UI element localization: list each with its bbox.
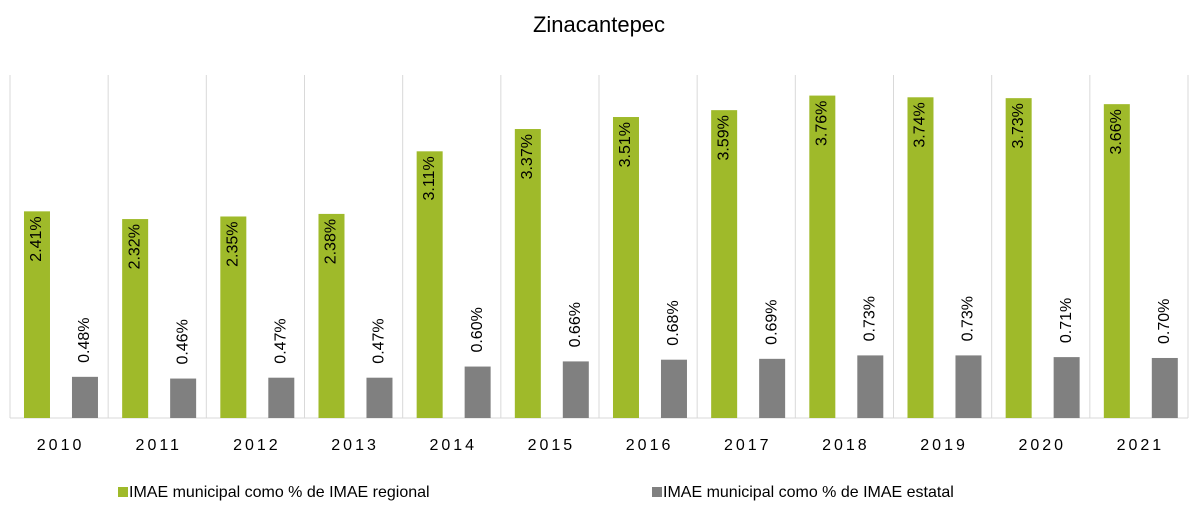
bar	[809, 95, 836, 418]
x-tick-label: 2013	[331, 437, 379, 454]
bar	[1151, 357, 1178, 418]
bar	[23, 211, 50, 418]
data-label: 0.69%	[763, 299, 780, 344]
data-label: 3.11%	[421, 156, 438, 200]
x-tick-label: 2014	[429, 437, 477, 454]
data-label: 3.76%	[814, 101, 831, 146]
legend-label: IMAE municipal como % de IMAE regional	[129, 484, 430, 501]
x-tick-label: 2020	[1018, 437, 1066, 454]
x-tick-label: 2018	[822, 437, 870, 454]
bar	[122, 219, 149, 418]
bar	[612, 117, 639, 418]
data-label: 0.70%	[1156, 299, 1173, 344]
data-label: 3.66%	[1108, 109, 1125, 154]
x-tick-label: 2017	[724, 437, 772, 454]
bar	[759, 358, 786, 418]
x-tick-label: 2015	[528, 437, 576, 454]
data-label: 0.48%	[76, 317, 93, 362]
bar	[366, 377, 393, 418]
bar	[660, 359, 687, 418]
x-tick-label: 2010	[37, 437, 85, 454]
bar	[318, 213, 345, 418]
data-label: 0.73%	[960, 296, 977, 341]
bar	[220, 216, 247, 418]
bar	[955, 355, 982, 418]
legend-swatch	[652, 487, 662, 497]
bar	[857, 355, 884, 418]
bar	[562, 361, 589, 418]
bar	[1053, 357, 1080, 418]
data-label: 0.46%	[174, 319, 191, 364]
bar	[268, 377, 295, 418]
data-label: 3.73%	[1010, 103, 1027, 148]
chart-title: Zinacantepec	[533, 12, 665, 37]
data-label: 0.60%	[469, 307, 486, 352]
data-label: 0.73%	[862, 296, 879, 341]
bar	[1103, 104, 1130, 418]
bar	[1005, 98, 1032, 418]
data-label: 2.32%	[126, 224, 143, 269]
bar	[416, 151, 443, 418]
bar	[464, 366, 491, 418]
data-label: 0.71%	[1058, 298, 1075, 343]
bar	[514, 129, 541, 418]
data-label: 2.41%	[28, 216, 45, 261]
data-label: 3.37%	[519, 134, 536, 179]
x-tick-label: 2012	[233, 437, 281, 454]
data-label: 0.47%	[371, 318, 388, 363]
data-label: 2.35%	[225, 221, 242, 266]
bar	[907, 97, 934, 419]
data-label: 0.66%	[567, 302, 584, 347]
x-tick-label: 2019	[920, 437, 968, 454]
bar	[711, 110, 738, 418]
data-label: 3.51%	[617, 122, 634, 167]
x-tick-label: 2011	[136, 437, 182, 454]
legend-label: IMAE municipal como % de IMAE estatal	[663, 484, 954, 501]
bar	[71, 376, 98, 418]
bar	[170, 378, 197, 418]
legend-swatch	[118, 487, 128, 497]
data-label: 3.59%	[715, 115, 732, 160]
data-label: 2.38%	[323, 219, 340, 264]
x-tick-label: 2021	[1117, 437, 1165, 454]
data-label: 0.47%	[273, 318, 290, 363]
x-tick-label: 2016	[626, 437, 674, 454]
data-label: 0.68%	[665, 300, 682, 345]
data-label: 3.74%	[912, 102, 929, 147]
